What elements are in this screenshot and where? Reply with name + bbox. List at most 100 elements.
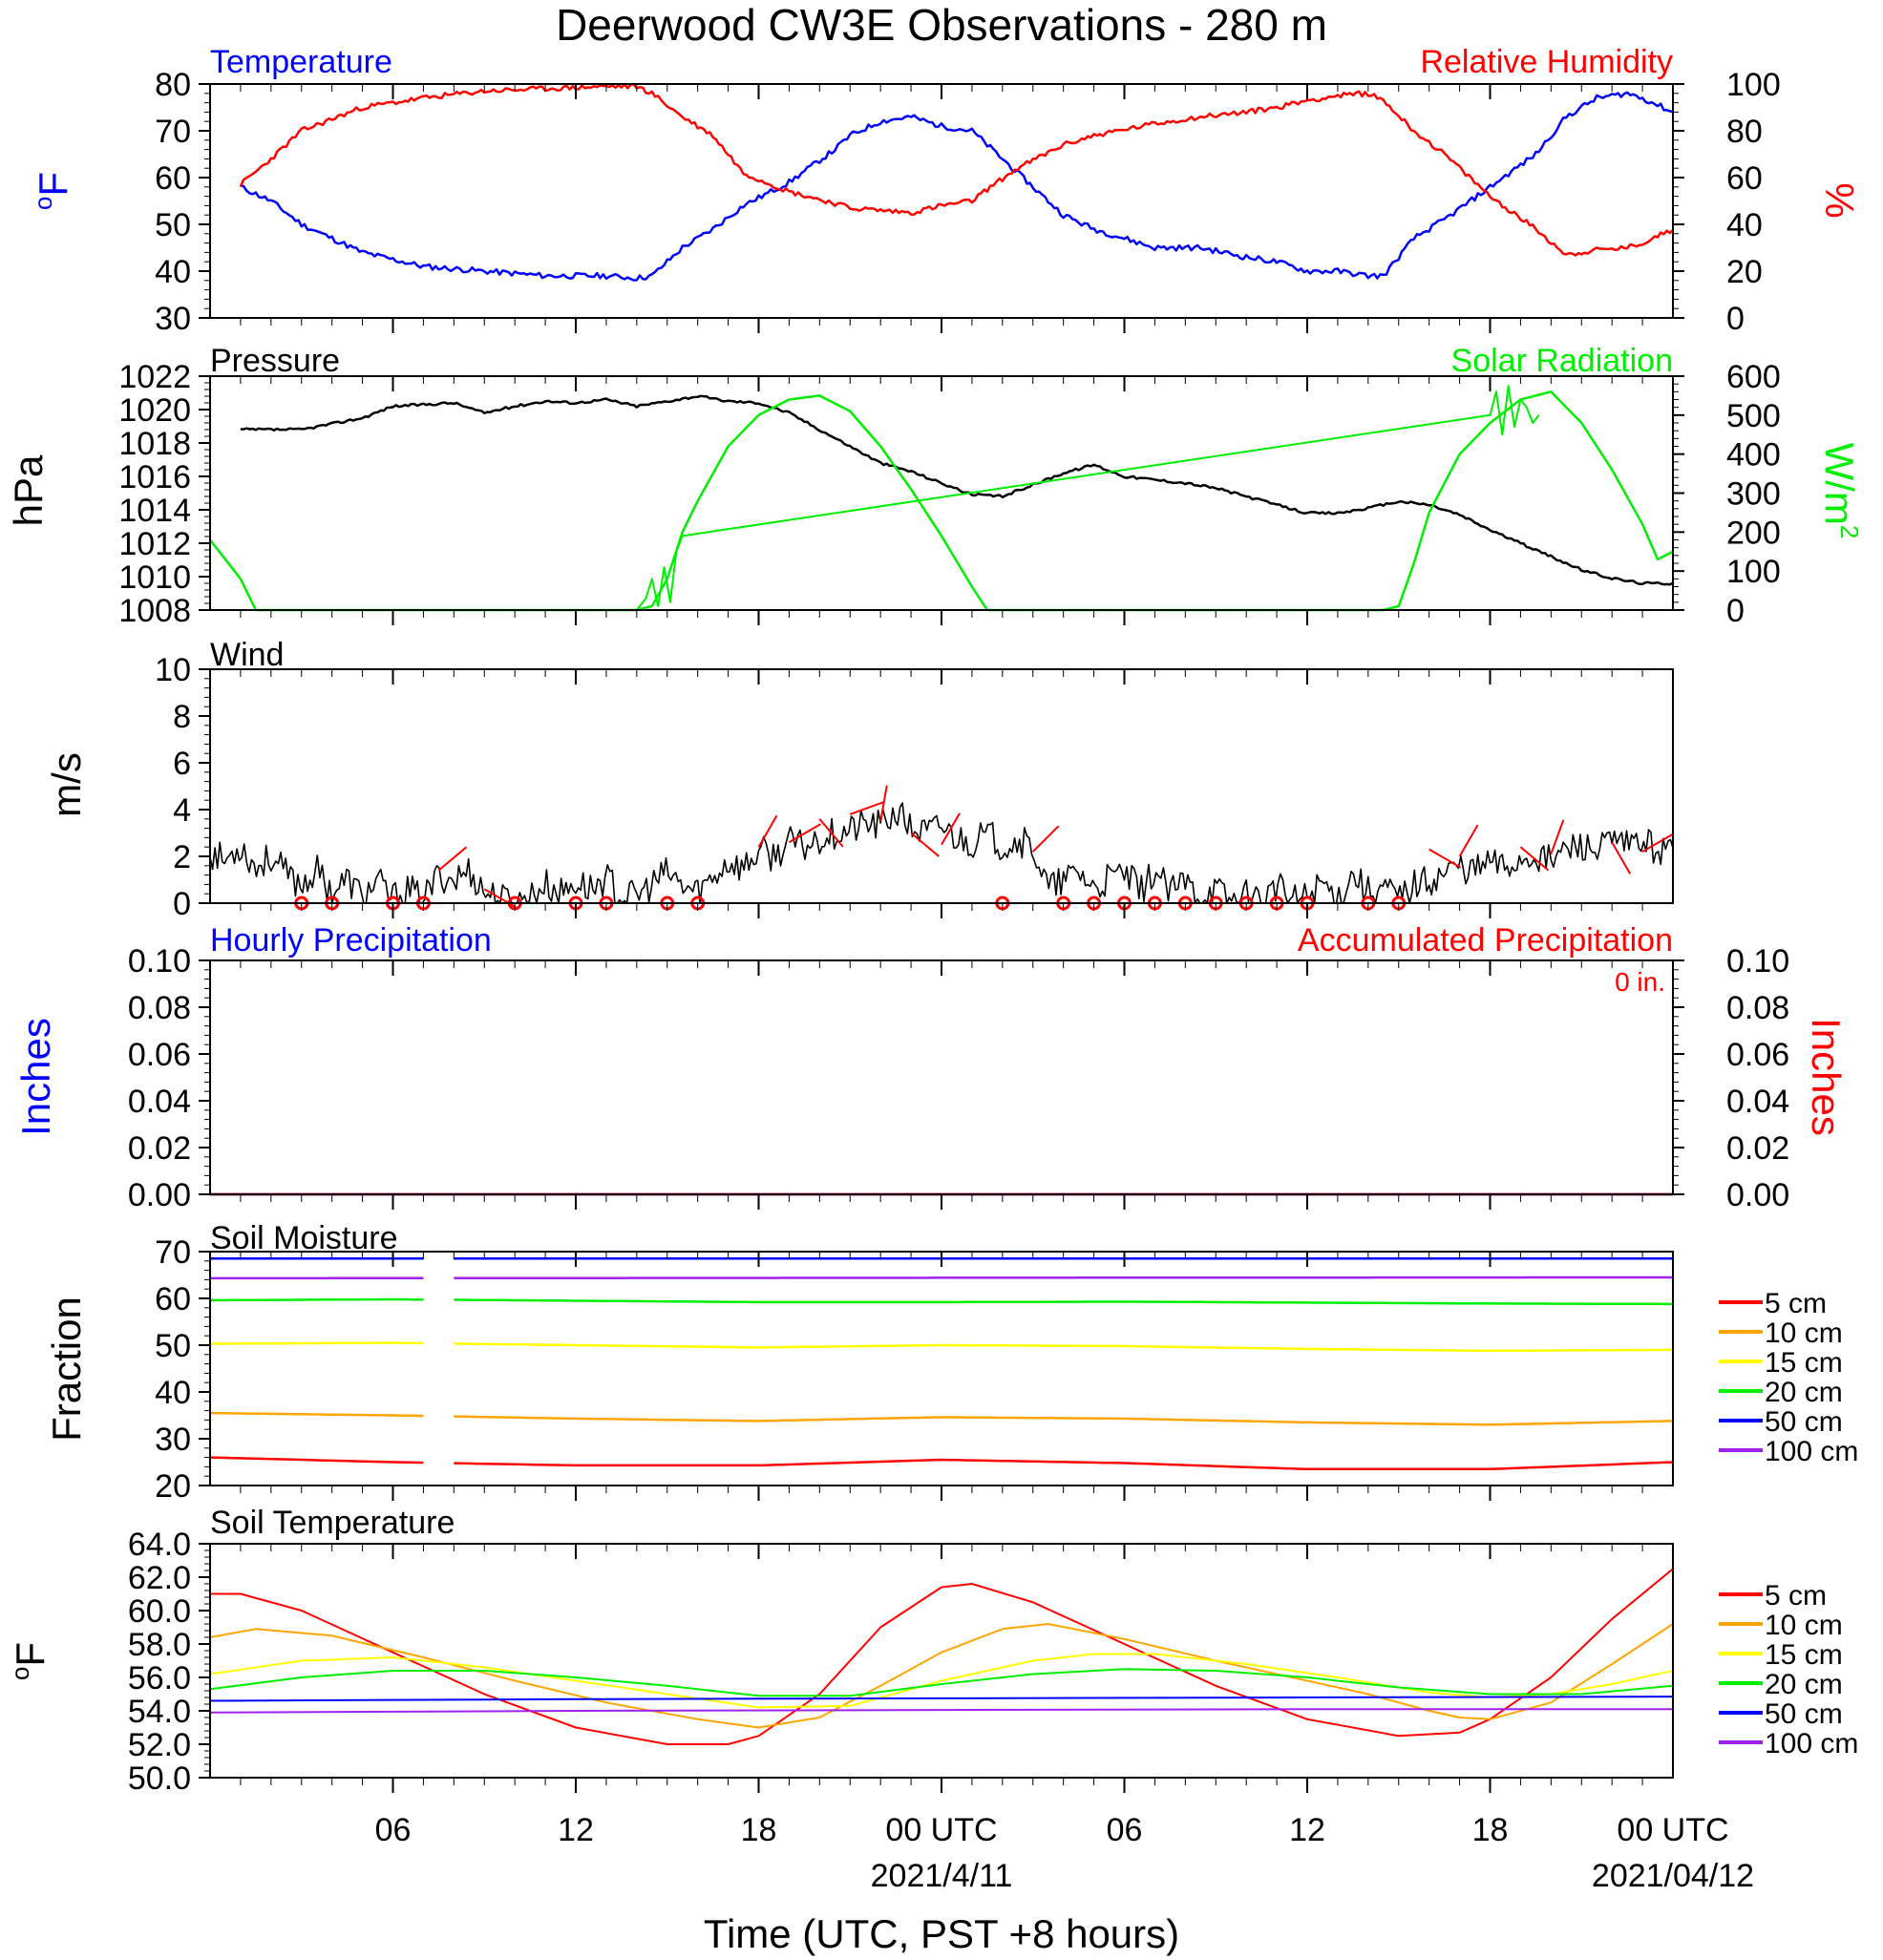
- y-tick-label: 8: [173, 699, 191, 735]
- wind-barb: [437, 846, 468, 872]
- y-tick-label: 60: [155, 160, 191, 197]
- pressure-line: [240, 394, 1674, 586]
- y-tick-label-right: 60: [1726, 160, 1763, 197]
- legend-label: 100 cm: [1765, 1436, 1858, 1467]
- soil-moisture-line: [454, 1415, 1674, 1426]
- y-tick-label: 2: [173, 839, 191, 875]
- solar-axis-label-unit: W/m: [1817, 443, 1862, 525]
- wind-axis-label: m/s: [44, 752, 89, 817]
- panel-title-soil-temperature: Soil Temperature: [210, 1505, 455, 1541]
- x-tick-label: 12: [1289, 1812, 1325, 1848]
- pressure-axis-label: hPa: [6, 454, 51, 526]
- y-tick-label: 60: [155, 1281, 191, 1317]
- y-tick-label: 1010: [118, 559, 191, 596]
- x-axis-label: Time (UTC, PST +8 hours): [704, 1911, 1179, 1956]
- y-tick-label: 6: [173, 746, 191, 782]
- panel-pressure-solar: Pressure Solar Radiation hPa W/m2 100810…: [6, 343, 1864, 629]
- y-tick-label: 1020: [118, 392, 191, 429]
- legend-label: 10 cm: [1765, 1317, 1843, 1349]
- soil-moisture-line: [209, 1411, 424, 1418]
- soil-moisture-axis-label: Fraction: [44, 1296, 89, 1442]
- precip-axis-ticks: 0.00 0.02 0.04 0.06 0.08 0.10 0.00 0.02 0.04 0.06…: [128, 943, 1789, 1213]
- solar-axis-label: W/m2: [1817, 443, 1864, 539]
- y-tick-label: 0.08: [128, 990, 191, 1026]
- soil-temp-axis-label: oF: [6, 1642, 53, 1680]
- soil-temp-axis-label-unit: F: [8, 1642, 53, 1667]
- x-date-label: 2021/4/11: [871, 1858, 1013, 1894]
- rh-axis-label: %: [1817, 182, 1862, 218]
- soil-temp-axis-label-degree: o: [6, 1667, 34, 1680]
- wind-barb: [757, 814, 778, 848]
- x-tick-label: 06: [375, 1812, 412, 1848]
- wind-barb: [1611, 841, 1632, 875]
- legend-label: 15 cm: [1765, 1347, 1843, 1379]
- y-tick-label: 0.02: [128, 1130, 191, 1167]
- soil-temp-line: [209, 1696, 1674, 1702]
- y-tick-label-right: 0: [1726, 593, 1745, 629]
- solar-radiation-noise: [636, 385, 1540, 611]
- legend-label: 100 cm: [1765, 1728, 1858, 1760]
- y-tick-label: 40: [155, 1375, 191, 1411]
- soil-moisture-line: [454, 1298, 1673, 1306]
- y-tick-label-right: 0.04: [1726, 1084, 1789, 1120]
- temp-rh-series: [239, 82, 1674, 282]
- y-tick-label: 20: [155, 1468, 191, 1505]
- y-tick-label: 52.0: [128, 1727, 191, 1763]
- temperature-line: [240, 91, 1674, 282]
- y-tick-label: 1014: [118, 493, 191, 529]
- y-tick-label: 0.00: [128, 1177, 191, 1213]
- y-tick-label: 1018: [118, 426, 191, 462]
- wind-barb: [788, 823, 821, 844]
- y-tick-label-right: 0.10: [1726, 943, 1789, 980]
- y-tick-label-right: 100: [1726, 67, 1781, 103]
- soil-moisture-line: [454, 1458, 1674, 1471]
- relative-humidity-line: [239, 82, 1674, 257]
- figure-title: Deerwood CW3E Observations - 280 m: [556, 0, 1327, 50]
- hourly-precip-axis-label: Inches: [13, 1018, 58, 1136]
- wind-barb: [1519, 846, 1550, 872]
- y-tick-label-right: 80: [1726, 114, 1763, 150]
- wind-barb: [1550, 819, 1565, 854]
- soil-temp-line: [209, 1623, 1674, 1729]
- wind-barb: [910, 832, 940, 857]
- wind-barb: [1641, 832, 1675, 853]
- y-tick-label-right: 0: [1726, 301, 1745, 337]
- y-tick-label: 0.06: [128, 1037, 191, 1073]
- wind-barb: [483, 888, 517, 909]
- panel-title-soil-moisture: Soil Moisture: [210, 1220, 398, 1256]
- y-tick-label: 4: [173, 792, 191, 829]
- legend-label: 50 cm: [1765, 1406, 1843, 1438]
- wind-barb: [941, 812, 961, 846]
- x-tick-label: 18: [741, 1812, 777, 1848]
- y-tick-label-right: 0.00: [1726, 1177, 1789, 1213]
- legend-label: 5 cm: [1765, 1580, 1827, 1612]
- legend-label: 20 cm: [1765, 1377, 1843, 1408]
- y-tick-label: 70: [155, 114, 191, 150]
- panel-title-solar-radiation: Solar Radiation: [1451, 343, 1673, 379]
- soil-moisture-line: [210, 1341, 424, 1345]
- x-tick-label: 18: [1472, 1812, 1509, 1848]
- panel-title-pressure: Pressure: [210, 343, 340, 379]
- wind-axis-ticks: 0 2 4 6 8 10: [155, 652, 210, 922]
- soil-moisture-line: [209, 1297, 424, 1302]
- legend-label: 5 cm: [1765, 1288, 1827, 1319]
- panel-wind: Wind m/s 0 2 4 6 8 10: [44, 637, 1675, 922]
- y-tick-label: 60.0: [128, 1593, 191, 1630]
- y-tick-label: 1008: [118, 593, 191, 629]
- x-date-label: 2021/04/12: [1592, 1858, 1754, 1894]
- y-tick-label-right: 0.06: [1726, 1037, 1789, 1073]
- y-tick-label: 50.0: [128, 1760, 191, 1797]
- y-tick-label: 64.0: [128, 1527, 191, 1563]
- panel-title-hourly-precipitation: Hourly Precipitation: [210, 922, 492, 959]
- wind-barb: [818, 818, 844, 848]
- y-tick-label-right: 0.08: [1726, 990, 1789, 1026]
- soil-moisture-line: [454, 1275, 1673, 1280]
- soil-moisture-series: [209, 1257, 1674, 1471]
- pressure-solar-series: [209, 385, 1674, 612]
- soil-temp-axis-ticks: 50.052.054.056.058.060.062.064.0: [128, 1527, 210, 1797]
- y-tick-label-right: 300: [1726, 476, 1781, 513]
- wind-barb: [1428, 848, 1462, 869]
- legend-label: 10 cm: [1765, 1610, 1843, 1641]
